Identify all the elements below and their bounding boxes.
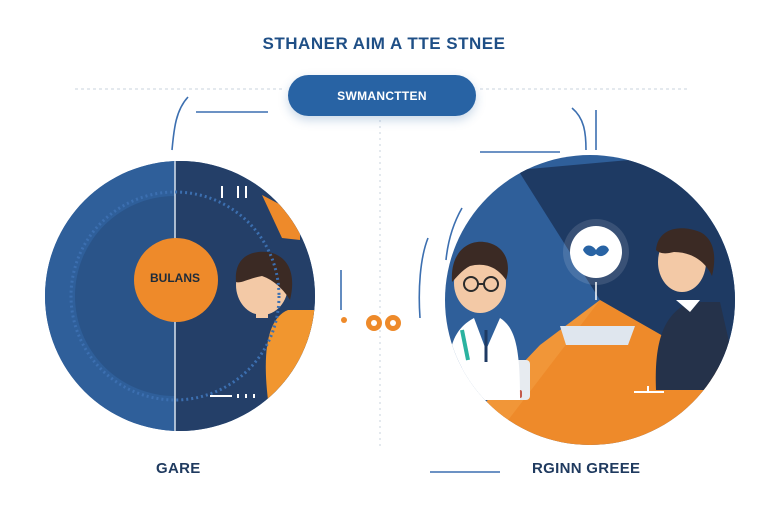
header-guide-lines (75, 88, 690, 450)
right-caption: RGINN GREEE (532, 460, 641, 477)
badge-circle (134, 238, 218, 322)
left-caption: GARE (156, 460, 201, 477)
right-circle (445, 155, 735, 445)
left-circle (45, 161, 315, 431)
page-title: STHANER AIM A TTE STNEE (262, 34, 506, 53)
doctor-figure (447, 241, 520, 400)
connector-lines (171, 96, 597, 473)
section-pill-button[interactable]: SWMANCTTEN (288, 75, 476, 116)
badge-label: BULANS (150, 271, 200, 285)
chat-bubble-icon (563, 219, 629, 300)
center-icons (341, 315, 401, 331)
